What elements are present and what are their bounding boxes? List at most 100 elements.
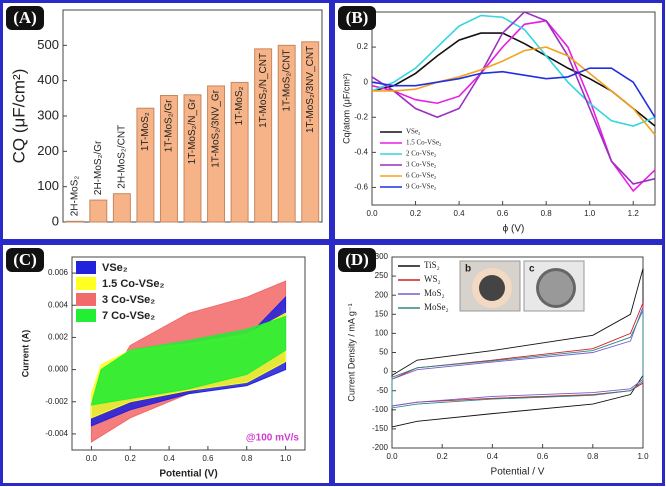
y-tick-label: 500 xyxy=(37,37,59,52)
legend-swatch xyxy=(76,277,96,290)
legend-label: 1.5 Co-VSe₂ xyxy=(102,278,164,290)
y-tick-label: 200 xyxy=(375,290,389,299)
x-tick-label: 1.2 xyxy=(628,209,640,218)
legend-label: VSe₂ xyxy=(102,262,128,274)
inset-disc xyxy=(479,275,505,301)
inset-disc xyxy=(539,271,573,305)
bar xyxy=(254,48,273,223)
y-tick-label: 250 xyxy=(375,271,389,280)
panel-label-box xyxy=(6,248,44,272)
y-tick-label: 0.006 xyxy=(48,268,69,277)
y-tick-label: 200 xyxy=(37,143,59,158)
x-tick-label: 0.6 xyxy=(497,209,509,218)
y-axis-label: CQ (μF/cm²) xyxy=(9,69,28,164)
legend-label: 6 Co-VSe₂ xyxy=(406,172,437,180)
y-tick-label: 0.002 xyxy=(48,333,69,342)
y-tick-label: -0.002 xyxy=(45,397,68,406)
bar-label: 1T-MoS₂/CNT xyxy=(281,49,292,111)
legend-swatch xyxy=(76,261,96,274)
legend-label: 9 Co-VSe₂ xyxy=(406,183,437,191)
bar-label: 2H-MoS₂/Gr xyxy=(93,140,104,195)
bar-label: 1T-MoS₂ xyxy=(234,86,245,125)
panel-label: (D) xyxy=(345,250,369,269)
series-line xyxy=(372,46,656,136)
panel-label-box xyxy=(6,6,44,30)
legend-label: WS₂ xyxy=(424,274,441,284)
x-tick-label: 0.6 xyxy=(202,454,214,463)
legend-label: 2 Co-VSe₂ xyxy=(406,150,437,158)
series-line xyxy=(391,310,644,409)
x-tick-label: 0.0 xyxy=(386,452,398,461)
legend-label: TiS₂ xyxy=(424,260,440,270)
x-axis-label: ϕ (V) xyxy=(503,224,525,235)
y-axis-label: Current Density / mA g⁻¹ xyxy=(346,303,356,401)
panel-label-box xyxy=(338,6,376,30)
y-tick-label: 0 xyxy=(364,77,369,86)
x-tick-label: 0.8 xyxy=(541,209,553,218)
series-line xyxy=(371,67,656,118)
bar xyxy=(112,193,131,223)
x-tick-label: 0.0 xyxy=(86,454,98,463)
bar-label: 2H-MoS₂/CNT xyxy=(117,125,128,189)
x-tick-label: 0.8 xyxy=(241,454,253,463)
bar xyxy=(136,107,155,223)
y-tick-label: 0 xyxy=(52,213,59,228)
y-tick-label: -0.004 xyxy=(45,429,68,438)
y-tick-label: -200 xyxy=(372,443,389,452)
x-tick-label: 1.0 xyxy=(637,452,649,461)
bar xyxy=(159,95,178,223)
x-tick-label: 0.4 xyxy=(164,454,176,463)
inset-label: c xyxy=(529,264,535,275)
plot-frame xyxy=(371,11,656,206)
y-tick-label: 400 xyxy=(37,72,59,87)
y-tick-label: 0.004 xyxy=(48,300,69,309)
y-tick-label: 150 xyxy=(375,309,389,318)
bar xyxy=(207,85,226,223)
legend-label: 1.5 Co-VSe₂ xyxy=(406,139,442,147)
y-tick-label: -100 xyxy=(372,405,389,414)
bar xyxy=(65,220,84,223)
y-tick-label: 0.000 xyxy=(48,365,69,374)
y-tick-label: -150 xyxy=(372,424,389,433)
y-tick-label: -0.4 xyxy=(354,147,368,156)
bar-label: 1T-MoS₂/3NV_Gr xyxy=(211,89,222,167)
x-tick-label: 0.6 xyxy=(537,452,549,461)
x-tick-label: 0.2 xyxy=(125,454,137,463)
panel-label: (B) xyxy=(346,8,369,27)
legend-label: VSe₂ xyxy=(406,128,421,136)
bar-label: 1T-MoS₂ xyxy=(140,112,151,151)
bar-label: 1T-MoS₂/Gr xyxy=(164,99,175,152)
y-tick-label: 100 xyxy=(375,329,389,338)
bar-label: 1T-MoS₂/N_CNT xyxy=(258,53,269,128)
x-tick-label: 0.4 xyxy=(487,452,499,461)
legend-swatch xyxy=(76,309,96,322)
panel-label-box xyxy=(338,248,376,272)
inset-label: b xyxy=(465,264,471,275)
legend-label: 7 Co-VSe₂ xyxy=(102,310,155,322)
legend-label: MoS₂ xyxy=(424,288,445,298)
x-tick-label: 0.2 xyxy=(410,209,422,218)
y-tick-label: -0.2 xyxy=(354,112,368,121)
legend-label: 3 Co-VSe₂ xyxy=(406,161,437,169)
bar xyxy=(230,81,249,223)
x-tick-label: 0.0 xyxy=(366,209,378,218)
bar-label: 2H-MoS₂ xyxy=(69,176,80,217)
y-tick-label: 100 xyxy=(37,178,59,193)
bar-label: 1T-MoS₂/3NV_CNT xyxy=(305,46,316,133)
panel-label: (C) xyxy=(13,250,37,269)
x-tick-label: 1.0 xyxy=(280,454,292,463)
y-tick-label: 300 xyxy=(375,252,389,261)
legend-label: MoSe₂ xyxy=(424,302,449,312)
bar xyxy=(183,94,202,223)
y-tick-label: -0.6 xyxy=(354,183,368,192)
panel-label: (A) xyxy=(13,8,37,27)
x-axis-label: Potential (V) xyxy=(159,469,217,480)
x-tick-label: 0.8 xyxy=(587,452,599,461)
y-tick-label: 0.2 xyxy=(357,42,369,51)
y-tick-label: 50 xyxy=(379,348,388,357)
y-axis-label: Current (A) xyxy=(20,330,30,378)
x-axis-label: Potential / V xyxy=(491,467,545,478)
y-axis-label: Cq/atom (μF/cm²) xyxy=(341,73,351,144)
y-tick-label: 0 xyxy=(384,367,389,376)
